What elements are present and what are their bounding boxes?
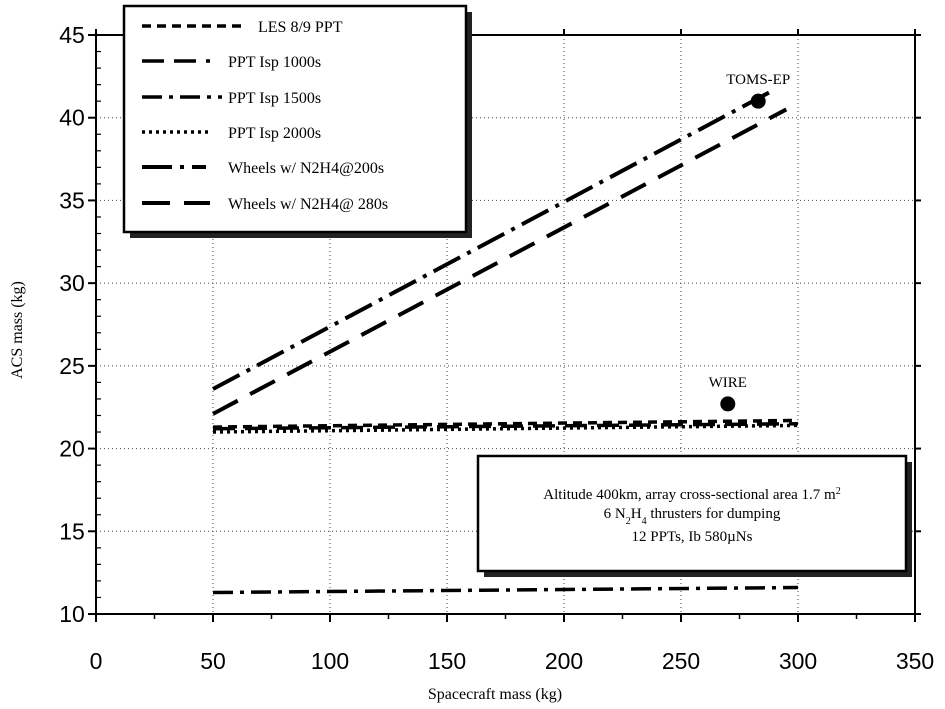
- data-point-label: WIRE: [709, 375, 747, 391]
- x-tick-label: 300: [779, 648, 817, 674]
- y-tick-label: 10: [59, 601, 85, 627]
- legend-label: PPT Isp 2000s: [228, 125, 321, 142]
- axes: 0 50 100 150 200 250 300 350 10 15 20 25 30 35 40 45: [59, 22, 934, 674]
- note-box: Altitude 400km, array cross-sectional ar…: [476, 454, 912, 577]
- y-axis-title: ACS mass (kg): [9, 281, 26, 379]
- legend-label: LES 8/9 PPT: [258, 19, 343, 36]
- series-line: [212, 422, 799, 431]
- x-tick-label: 200: [545, 648, 583, 674]
- series-line: [212, 585, 799, 595]
- y-tick-label: 35: [59, 187, 85, 213]
- series-line: [212, 87, 776, 391]
- x-tick-label: 350: [896, 648, 934, 674]
- y-tick-label: 20: [59, 436, 85, 462]
- series-line: [212, 107, 788, 416]
- y-tick-label: 40: [59, 105, 85, 131]
- data-point-label: TOMS-EP: [726, 72, 790, 88]
- x-tick-label: 150: [428, 648, 466, 674]
- data-point: [720, 396, 736, 412]
- x-tick-label: 100: [311, 648, 349, 674]
- x-tick-label: 250: [662, 648, 700, 674]
- note-line-3: 12 PPTs, Ib 580µNs: [632, 529, 753, 545]
- legend-label: Wheels w/ N2H4@ 280s: [228, 196, 388, 213]
- legend-box: [122, 4, 468, 234]
- x-tick-label: 50: [200, 648, 226, 674]
- y-tick-label: 45: [59, 22, 85, 48]
- x-tick-label: 0: [90, 648, 103, 674]
- data-points: TOMS-EP WIRE: [709, 72, 790, 412]
- note-line-1: Altitude 400km, array cross-sectional ar…: [543, 486, 840, 504]
- y-tick-label: 30: [59, 270, 85, 296]
- data-point: [750, 93, 766, 109]
- legend-label: PPT Isp 1000s: [228, 54, 321, 71]
- y-tick-label: 25: [59, 353, 85, 379]
- legend-label: PPT Isp 1500s: [228, 90, 321, 107]
- note-line-2: 6 N2H4 thrusters for dumping: [604, 506, 781, 527]
- x-axis-title: Spacecraft mass (kg): [428, 686, 562, 703]
- y-tick-label: 15: [59, 518, 85, 544]
- series-line: [212, 418, 799, 429]
- series-lines: [212, 87, 799, 595]
- legend-label: Wheels w/ N2H4@200s: [228, 160, 384, 177]
- legend: LES 8/9 PPT PPT Isp 1000s PPT Isp 1500s PPT…: [122, 4, 472, 238]
